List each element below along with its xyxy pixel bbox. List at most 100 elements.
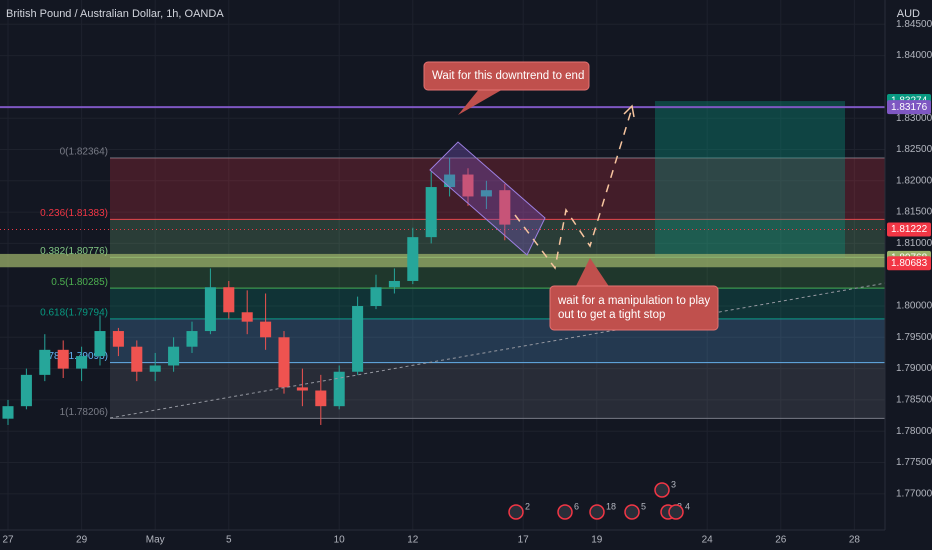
x-tick-label: 12	[407, 535, 419, 546]
fib-zone	[110, 362, 885, 419]
price-label-box	[887, 222, 931, 237]
y-tick-label: 1.78000	[896, 426, 932, 437]
candle-body	[39, 349, 51, 375]
channel	[429, 141, 546, 256]
callout	[549, 285, 719, 331]
candle-body	[204, 287, 216, 332]
fib-zone	[110, 219, 885, 258]
price-label-box	[887, 100, 931, 115]
callout-pointer	[575, 258, 610, 288]
candle-body	[370, 287, 382, 307]
event-count: 3	[671, 479, 676, 489]
candle-body	[149, 365, 161, 372]
currency: AUD	[897, 8, 920, 20]
y-tick-label: 1.81500	[896, 207, 932, 218]
y-tick-label: 1.79500	[896, 332, 932, 343]
callout-text: Wait for this downtrend to end	[432, 70, 584, 82]
fib-zone	[110, 288, 885, 319]
x-tick-label: 19	[591, 535, 603, 546]
price-label: 1.80683	[891, 258, 928, 269]
price-axis	[885, 0, 932, 550]
callout-pointer	[458, 88, 505, 115]
price-label: 1.81222	[891, 224, 928, 235]
chart-title: British Pound / Australian Dollar, 1h, O…	[6, 8, 224, 20]
event-icon	[654, 482, 670, 498]
candle-body	[76, 356, 88, 369]
callout-text: out to get a tight stop	[558, 309, 665, 321]
position-target	[655, 101, 845, 258]
fib-label: 0.5(1.80285)	[51, 277, 108, 288]
candle-body	[499, 190, 511, 225]
callout-text: wait for a manipulation to play	[557, 295, 710, 307]
candle-body	[407, 237, 419, 281]
projection	[514, 107, 633, 270]
time-axis	[0, 530, 932, 550]
candle-body	[296, 387, 308, 391]
fib-label: 0.382(1.80776)	[40, 246, 108, 257]
candle-body	[223, 287, 235, 313]
y-tick-label: 1.82000	[896, 175, 932, 186]
candle-body	[2, 406, 14, 419]
candle-body	[112, 331, 124, 347]
event-icon	[624, 504, 640, 520]
event-count: 18	[606, 501, 616, 511]
y-tick-label: 1.82500	[896, 144, 932, 155]
price-label-box	[887, 256, 931, 271]
zone-band	[0, 253, 885, 268]
x-tick-label: 28	[849, 535, 861, 546]
candle-body	[315, 390, 327, 407]
fib-label: 0(1.82364)	[60, 147, 108, 158]
fib-zone	[110, 318, 885, 363]
trend-line	[109, 274, 932, 419]
x-tick-label: 10	[334, 535, 346, 546]
x-tick-label: 26	[775, 535, 787, 546]
y-tick-label: 1.80000	[896, 301, 932, 312]
candle-body	[241, 312, 253, 322]
candle-body	[260, 321, 272, 338]
event-icon	[668, 504, 684, 520]
y-tick-label: 1.78500	[896, 395, 932, 406]
y-tick-label: 1.77000	[896, 488, 932, 499]
candle-body	[444, 174, 456, 188]
candle-body	[20, 374, 32, 407]
event-icon	[589, 504, 605, 520]
y-tick-label: 1.84000	[896, 50, 932, 61]
fib-label: 0.236(1.81383)	[40, 208, 108, 219]
candle-body	[278, 337, 290, 388]
candle-body	[388, 280, 400, 288]
fib-label: 0.786(1.79096)	[40, 351, 108, 362]
event-count: 5	[641, 501, 646, 511]
candle-body	[131, 346, 143, 372]
y-tick-label: 1.81000	[896, 238, 932, 249]
event-count: 4	[685, 501, 690, 511]
x-tick-label: May	[146, 535, 165, 546]
candle-body	[168, 346, 180, 366]
x-tick-label: 17	[518, 535, 530, 546]
event-icon	[508, 504, 524, 520]
candle-body	[462, 174, 474, 197]
y-tick-label: 1.77500	[896, 457, 932, 468]
candle-body	[57, 349, 69, 369]
x-tick-label: 27	[2, 535, 14, 546]
y-tick-label: 1.83000	[896, 113, 932, 124]
event-icon	[557, 504, 573, 520]
x-tick-label: 29	[76, 535, 88, 546]
event-count: 2	[525, 501, 530, 511]
callout	[423, 61, 590, 91]
fib-zone	[110, 158, 885, 220]
x-tick-label: 24	[702, 535, 714, 546]
candle-body	[333, 371, 345, 407]
price-label: 1.83176	[891, 102, 928, 113]
candle-body	[352, 306, 364, 372]
fib-label: 0.618(1.79794)	[40, 308, 108, 319]
candle-body	[186, 331, 198, 347]
x-tick-label: 5	[226, 535, 232, 546]
y-tick-label: 1.84500	[896, 19, 932, 30]
event-count: 6	[574, 501, 579, 511]
y-tick-label: 1.79000	[896, 363, 932, 374]
arrow-head	[623, 104, 635, 118]
candle-body	[425, 187, 437, 238]
candle-body	[94, 331, 106, 357]
